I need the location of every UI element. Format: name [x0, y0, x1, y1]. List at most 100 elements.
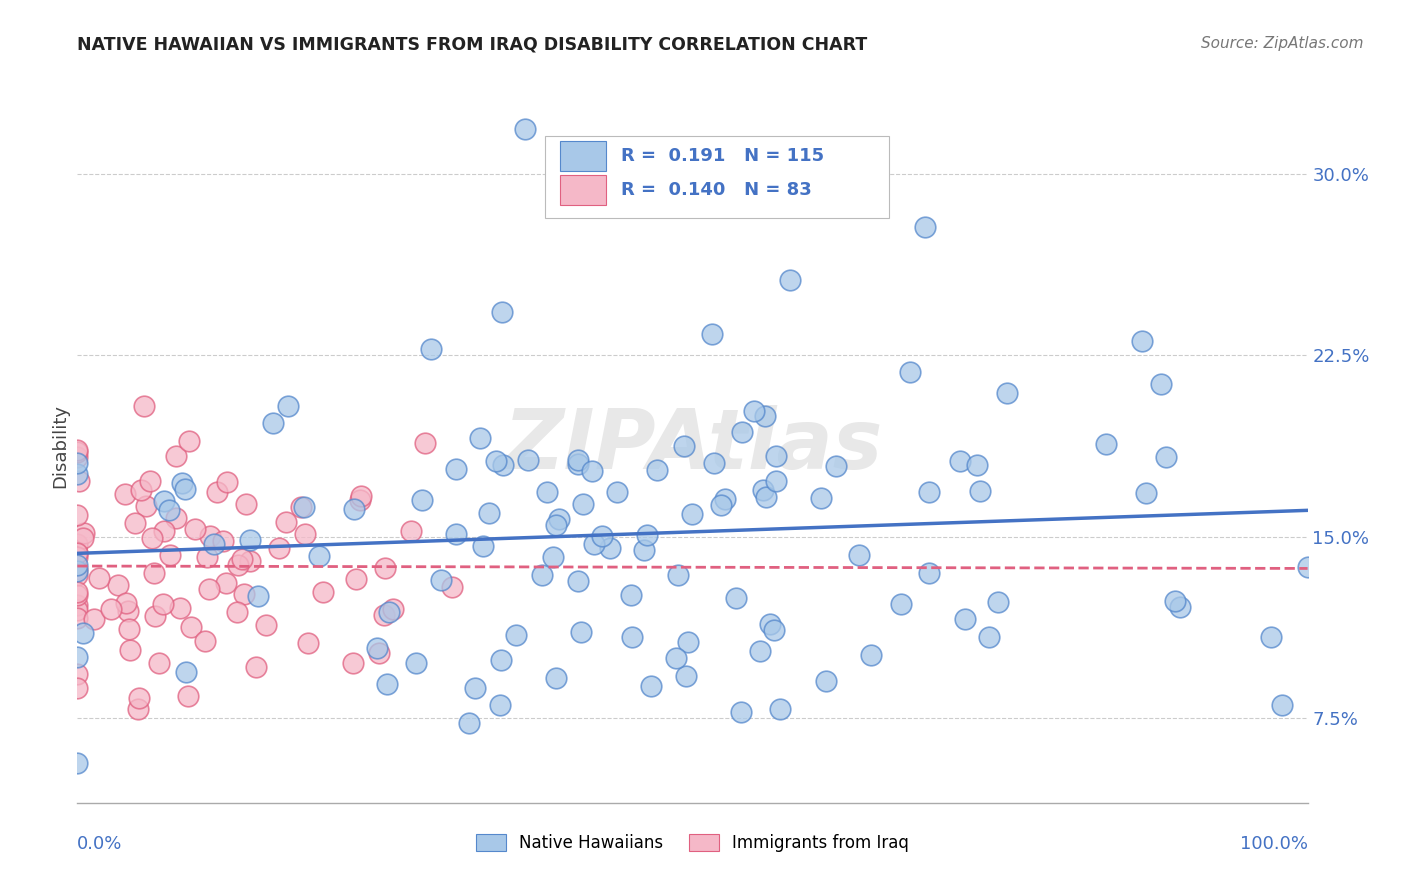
Bar [560, 175, 606, 205]
Point [292, 500, 315, 514]
Point [606, 485, 628, 500]
Point [107, 577, 129, 591]
Point [148, 656, 170, 670]
Point [66, 568, 89, 582]
Point [815, 674, 838, 689]
Point [824, 458, 846, 473]
Point [373, 607, 395, 622]
Point [419, 342, 441, 356]
Point [742, 404, 765, 418]
Point [66, 565, 89, 579]
Point [143, 608, 166, 623]
Point [344, 572, 367, 586]
Point [731, 425, 754, 439]
Point [66, 681, 89, 696]
Point [755, 490, 778, 504]
Point [457, 715, 479, 730]
Point [748, 644, 770, 658]
Point [233, 587, 256, 601]
Point [277, 399, 299, 413]
Point [569, 624, 592, 639]
Point [195, 549, 218, 564]
Point [900, 365, 922, 379]
Point [205, 484, 228, 499]
Point [66, 443, 89, 458]
Point [129, 483, 152, 497]
Point [859, 648, 882, 663]
Point [226, 605, 249, 619]
Point [290, 500, 312, 514]
Point [1164, 594, 1187, 608]
Point [702, 456, 724, 470]
Point [1135, 486, 1157, 500]
Point [66, 602, 89, 616]
Point [765, 474, 787, 488]
Point [765, 449, 787, 463]
Text: 0.0%: 0.0% [77, 835, 122, 853]
Point [165, 449, 187, 463]
Point [544, 671, 567, 685]
Point [66, 598, 89, 612]
Point [349, 493, 371, 508]
Point [488, 698, 510, 712]
Point [472, 539, 495, 553]
Point [890, 597, 912, 611]
Point [848, 549, 870, 563]
Point [66, 562, 89, 576]
Point [444, 527, 467, 541]
Point [491, 458, 513, 473]
Point [515, 122, 537, 136]
Text: 100.0%: 100.0% [1240, 835, 1308, 853]
Point [83, 612, 105, 626]
Point [571, 497, 593, 511]
Point [262, 416, 284, 430]
Point [366, 641, 388, 656]
Point [153, 524, 176, 538]
Point [176, 665, 198, 679]
Point [917, 566, 939, 580]
Point [468, 431, 491, 445]
Point [66, 508, 89, 522]
Point [430, 573, 453, 587]
Text: R =  0.140   N = 83: R = 0.140 N = 83 [621, 181, 811, 199]
Point [666, 568, 689, 582]
Point [405, 657, 427, 671]
Text: Source: ZipAtlas.com: Source: ZipAtlas.com [1201, 36, 1364, 51]
Point [567, 453, 589, 467]
Point [245, 659, 267, 673]
Point [367, 646, 389, 660]
Point [159, 548, 181, 562]
Point [66, 584, 89, 599]
Point [184, 522, 207, 536]
Point [415, 435, 437, 450]
Point [311, 584, 333, 599]
Point [1132, 334, 1154, 348]
Point [489, 653, 512, 667]
Point [66, 667, 89, 681]
Point [382, 601, 405, 615]
Point [138, 474, 160, 488]
Point [254, 618, 277, 632]
Point [66, 588, 89, 602]
Point [478, 506, 501, 520]
Point [269, 541, 291, 555]
Point [591, 529, 613, 543]
Point [374, 561, 396, 575]
Point [375, 676, 398, 690]
Point [378, 605, 401, 619]
Point [157, 503, 180, 517]
Point [724, 591, 747, 606]
Point [710, 499, 733, 513]
Point [714, 492, 737, 507]
Point [779, 273, 801, 287]
Point [239, 533, 262, 548]
Point [165, 510, 187, 524]
Point [516, 453, 538, 467]
Point [142, 566, 165, 580]
Point [949, 454, 972, 468]
Point [1271, 698, 1294, 713]
Point [115, 596, 138, 610]
Point [411, 493, 433, 508]
Point [343, 502, 366, 516]
Point [547, 512, 569, 526]
